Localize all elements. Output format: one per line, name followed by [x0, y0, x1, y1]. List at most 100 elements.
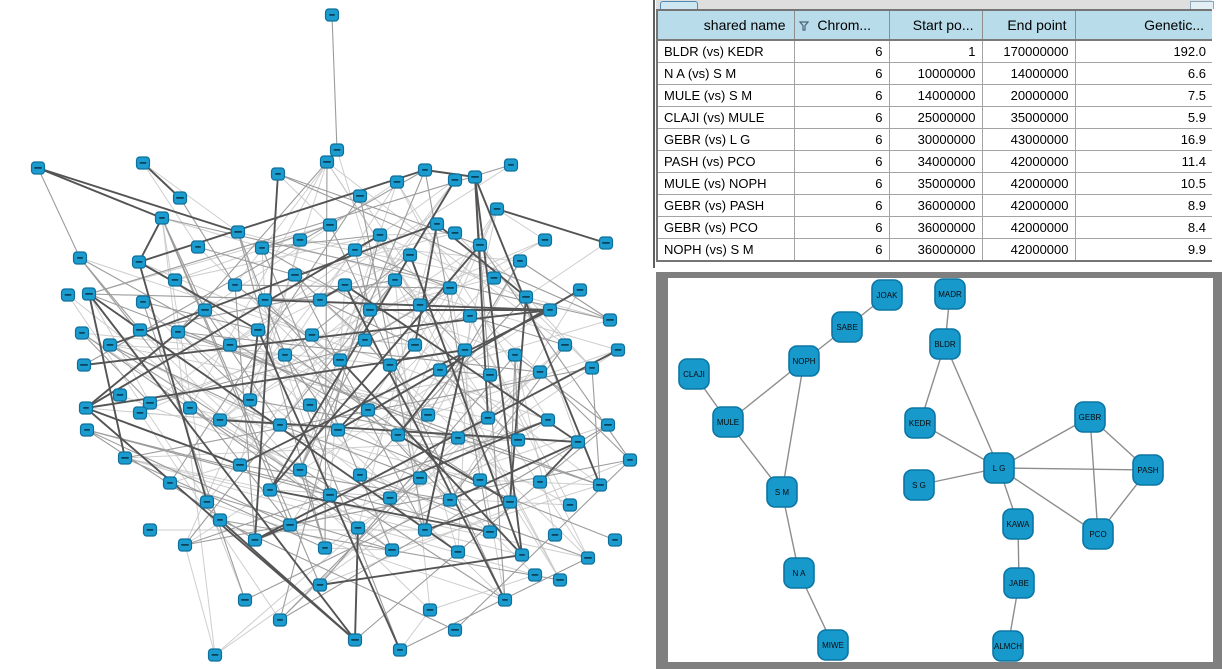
network-edge[interactable]: [324, 547, 393, 551]
node-GEBR[interactable]: GEBR: [1074, 401, 1106, 433]
network-edge[interactable]: [525, 296, 611, 321]
node-ALMCH[interactable]: ALMCH: [992, 630, 1024, 662]
network-edge[interactable]: [539, 441, 579, 483]
table-row[interactable]: BLDR (vs) KEDR 6 1 170000000 192.0: [656, 39, 1214, 63]
network-node[interactable]: [610, 343, 626, 357]
network-node[interactable]: [312, 578, 328, 592]
network-node[interactable]: [207, 648, 223, 662]
network-node[interactable]: [607, 533, 623, 547]
network-node[interactable]: [472, 238, 488, 252]
network-node[interactable]: [154, 211, 170, 225]
table-cell-chromosome[interactable]: 6: [793, 194, 890, 217]
network-edge[interactable]: [337, 344, 416, 431]
network-edge[interactable]: [88, 224, 331, 295]
network-node[interactable]: [447, 173, 463, 187]
network-edge[interactable]: [277, 173, 481, 246]
network-node[interactable]: [420, 408, 436, 422]
network-node[interactable]: [135, 295, 151, 309]
network-edge[interactable]: [397, 434, 511, 503]
network-edge[interactable]: [391, 484, 601, 551]
network-edge[interactable]: [139, 329, 431, 611]
table-cell-chromosome[interactable]: 6: [793, 106, 890, 129]
panel-splitter[interactable]: [653, 0, 655, 268]
network-node[interactable]: [457, 343, 473, 357]
network-edge[interactable]: [261, 234, 381, 249]
network-node[interactable]: [598, 236, 614, 250]
network-node[interactable]: [76, 358, 92, 372]
network-edge[interactable]: [474, 176, 601, 486]
table-cell-end-point[interactable]: 42000000: [981, 216, 1076, 239]
table-cell-shared-name[interactable]: GEBR (vs) L G: [656, 128, 795, 151]
network-node[interactable]: [74, 326, 90, 340]
filter-icon[interactable]: [798, 18, 809, 34]
network-node[interactable]: [242, 393, 258, 407]
table-row[interactable]: GEBR (vs) L G 6 30000000 43000000 16.9: [656, 128, 1214, 151]
network-node[interactable]: [540, 413, 556, 427]
table-cell-end-point[interactable]: 20000000: [981, 84, 1076, 107]
network-node[interactable]: [514, 548, 530, 562]
network-edge[interactable]: [509, 296, 527, 503]
table-cell-end-point[interactable]: 42000000: [981, 238, 1076, 262]
network-node[interactable]: [432, 363, 448, 377]
node-SG[interactable]: S G: [903, 469, 935, 501]
network-node[interactable]: [562, 498, 578, 512]
node-JOAK[interactable]: JOAK: [871, 279, 903, 311]
node-PASH[interactable]: PASH: [1132, 454, 1164, 486]
dense-network-canvas[interactable]: [0, 0, 652, 669]
tab-fragment-icon[interactable]: [660, 1, 698, 10]
network-edge[interactable]: [204, 309, 281, 426]
network-node[interactable]: [254, 241, 270, 255]
network-edge[interactable]: [379, 232, 456, 236]
column-header-shared-name[interactable]: shared name: [656, 9, 795, 41]
subnetwork-edge-BLDR-LG[interactable]: [944, 343, 1000, 469]
node-CLAJI[interactable]: CLAJI: [678, 358, 710, 390]
network-edge[interactable]: [319, 354, 516, 586]
network-edge[interactable]: [254, 173, 279, 541]
network-edge[interactable]: [88, 293, 126, 459]
network-node[interactable]: [302, 398, 318, 412]
network-edge[interactable]: [339, 359, 523, 556]
column-header-chromosome[interactable]: Chrom...: [793, 9, 890, 41]
network-edge[interactable]: [399, 557, 589, 651]
network-edge[interactable]: [179, 197, 236, 286]
network-node[interactable]: [277, 348, 293, 362]
network-edge[interactable]: [519, 260, 611, 321]
network-node[interactable]: [352, 189, 368, 203]
network-node[interactable]: [532, 475, 548, 489]
network-node[interactable]: [489, 202, 505, 216]
network-edge[interactable]: [514, 354, 556, 536]
network-node[interactable]: [512, 254, 528, 268]
network-node[interactable]: [592, 478, 608, 492]
column-header-end-point[interactable]: End point: [981, 9, 1076, 41]
network-node[interactable]: [222, 338, 238, 352]
network-edge[interactable]: [284, 181, 398, 356]
network-edge[interactable]: [354, 527, 359, 641]
network-edge[interactable]: [149, 179, 456, 404]
table-cell-shared-name[interactable]: GEBR (vs) PCO: [656, 216, 795, 239]
network-node[interactable]: [270, 167, 286, 181]
network-node[interactable]: [142, 396, 158, 410]
table-cell-end-point[interactable]: 42000000: [981, 194, 1076, 217]
network-node[interactable]: [350, 521, 366, 535]
network-edge[interactable]: [294, 274, 366, 341]
network-node[interactable]: [170, 325, 186, 339]
network-node[interactable]: [382, 491, 398, 505]
network-node[interactable]: [81, 287, 97, 301]
network-edge[interactable]: [357, 223, 438, 529]
network-edge[interactable]: [37, 167, 81, 259]
network-edge[interactable]: [525, 242, 607, 298]
network-node[interactable]: [132, 323, 148, 337]
node-KEDR[interactable]: KEDR: [904, 407, 936, 439]
network-node[interactable]: [177, 538, 193, 552]
network-node[interactable]: [390, 428, 406, 442]
table-cell-chromosome[interactable]: 6: [793, 150, 890, 173]
network-node[interactable]: [112, 388, 128, 402]
network-edge[interactable]: [169, 482, 393, 551]
network-node[interactable]: [480, 411, 496, 425]
network-node[interactable]: [387, 273, 403, 287]
network-edge[interactable]: [184, 544, 216, 656]
table-cell-genetic[interactable]: 5.9: [1074, 106, 1214, 129]
network-edge[interactable]: [397, 369, 441, 436]
network-edge[interactable]: [496, 208, 607, 244]
network-node[interactable]: [486, 271, 502, 285]
